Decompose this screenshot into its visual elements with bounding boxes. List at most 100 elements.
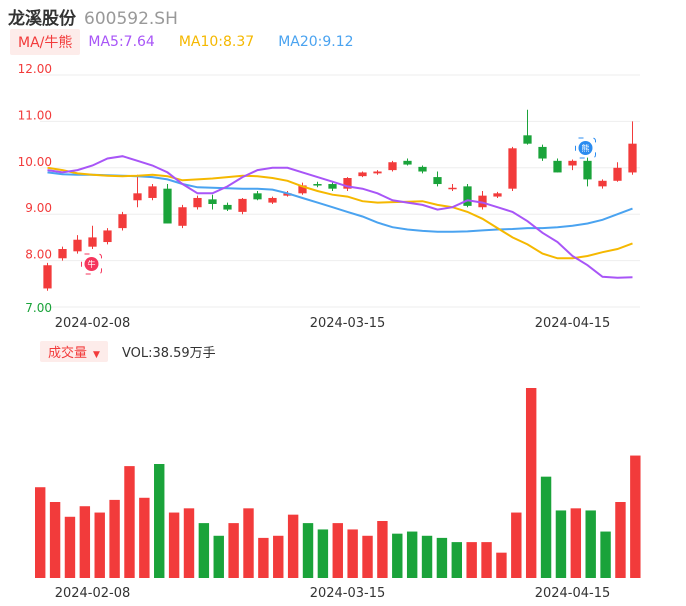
- volume-bar: [406, 531, 418, 578]
- candle-body: [493, 193, 502, 197]
- y-tick-label: 9.00: [25, 201, 52, 215]
- volume-bar: [94, 512, 105, 578]
- price-gridlines: [40, 74, 640, 308]
- volume-bar: [183, 508, 195, 578]
- candle-body: [313, 184, 322, 186]
- volume-bar: [154, 464, 165, 578]
- volume-bar: [466, 542, 477, 578]
- badge-dot: [578, 141, 593, 155]
- caret-down-icon: ▼: [93, 349, 100, 360]
- candle-body: [583, 160, 592, 180]
- volume-bar: [496, 552, 507, 578]
- ma20-value: MA20:9.12: [278, 34, 354, 50]
- badge-frame: [81, 253, 102, 275]
- volume-bar: [436, 537, 448, 578]
- candle-body: [448, 187, 457, 190]
- candle-body: [208, 199, 217, 204]
- volume-bar: [49, 502, 61, 578]
- candle-body: [43, 265, 52, 289]
- volume-bar: [168, 512, 180, 578]
- volume-bar: [615, 502, 626, 578]
- stock-code: 600592.SH: [84, 9, 178, 29]
- candle-body: [178, 207, 187, 226]
- volume-bar: [79, 506, 91, 578]
- volume-bar: [317, 529, 329, 578]
- candle-body: [553, 160, 562, 173]
- badge-frame: [575, 137, 596, 159]
- volume-bar: [525, 388, 537, 578]
- volume-bar: [540, 476, 552, 578]
- ma10-value: MA10:8.37: [178, 34, 255, 50]
- bear-signal-icon: 熊: [575, 137, 596, 159]
- volume-bar: [377, 521, 388, 578]
- volume-bar: [302, 523, 314, 578]
- volume-bar: [139, 497, 150, 578]
- candle-body: [538, 146, 547, 159]
- volume-bar: [228, 523, 239, 578]
- volume-bar: [347, 529, 358, 578]
- x-tick-label: 2024-04-15: [535, 316, 611, 331]
- badge-label: 牛: [88, 259, 96, 269]
- volume-bar: [258, 537, 269, 578]
- stock-header: 龙溪股份 600592.SH: [8, 4, 178, 29]
- candle-body: [118, 214, 127, 229]
- ma5-line: [47, 155, 633, 279]
- price-date-axis: 2024-02-08 2024-03-15 2024-04-15: [55, 316, 611, 331]
- candle-body: [283, 193, 292, 196]
- candle-body: [523, 135, 532, 144]
- candle-body: [358, 172, 367, 177]
- candle-body: [193, 197, 202, 208]
- candle-body: [403, 160, 412, 165]
- volume-legend: 成交量 ▼ VOL:38.59万手: [40, 340, 216, 362]
- volume-bar: [630, 455, 641, 578]
- volume-bar: [570, 508, 582, 578]
- signal-markers: 牛熊: [81, 137, 596, 275]
- volume-bar: [243, 508, 254, 578]
- badge-label: 熊: [582, 143, 590, 153]
- volume-bar: [287, 514, 299, 578]
- volume-indicator-selector[interactable]: 成交量 ▼: [40, 340, 108, 362]
- volume-date-axis: 2024-02-08 2024-03-15 2024-04-15: [55, 586, 611, 601]
- volume-bar: [511, 512, 522, 578]
- volume-bar: [392, 533, 403, 578]
- volume-bar-series: [35, 388, 641, 578]
- bull-signal-icon: 牛: [81, 253, 102, 275]
- volume-bar: [421, 535, 433, 578]
- candle-body: [223, 204, 232, 210]
- ma-legend: MA/牛熊 MA5:7.64 MA10:8.37 MA20:9.12: [10, 29, 354, 55]
- ma5-value: MA5:7.64: [88, 34, 155, 50]
- x-tick-label: 2024-02-08: [55, 316, 131, 331]
- volume-bar: [585, 510, 596, 578]
- volume-value: VOL:38.59万手: [121, 345, 216, 361]
- candle-body: [133, 193, 142, 201]
- candle-body: [598, 180, 607, 187]
- candle-body: [343, 178, 352, 189]
- candle-body: [613, 167, 622, 181]
- volume-bar: [64, 516, 76, 578]
- candlestick-series: [43, 109, 637, 291]
- candle-body: [463, 186, 472, 206]
- candle-body: [418, 166, 427, 172]
- candle-body: [238, 198, 247, 212]
- x-tick-label: 2024-04-15: [535, 586, 611, 601]
- candle-body: [163, 188, 172, 224]
- y-tick-label: 11.00: [18, 108, 52, 122]
- candle-body: [373, 171, 382, 174]
- volume-bar: [600, 531, 611, 578]
- candle-body: [388, 162, 397, 171]
- candle-body: [433, 177, 442, 185]
- volume-bar: [198, 523, 210, 578]
- volume-bar: [109, 499, 120, 578]
- candle-body: [253, 193, 262, 200]
- ma-indicator-selector[interactable]: MA/牛熊: [10, 29, 81, 55]
- y-tick-label: 10.00: [18, 155, 52, 169]
- volume-bar: [332, 523, 343, 578]
- volume-bar: [213, 535, 224, 578]
- volume-bar: [35, 487, 46, 578]
- x-tick-label: 2024-02-08: [55, 586, 131, 601]
- volume-bar: [555, 510, 567, 578]
- volume-bar: [481, 542, 492, 578]
- candle-body: [508, 148, 517, 189]
- volume-bar: [451, 542, 462, 578]
